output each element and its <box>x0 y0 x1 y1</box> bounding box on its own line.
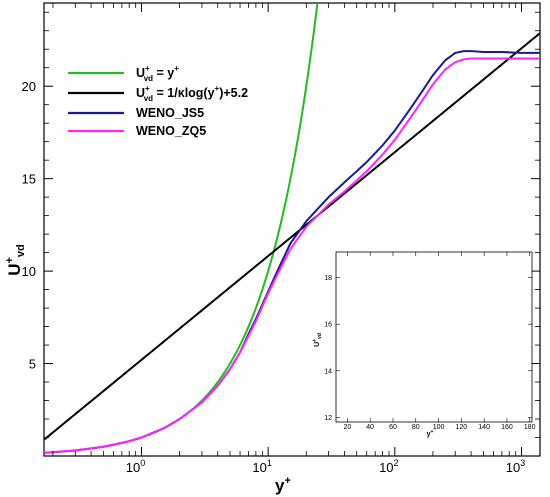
inset-x-tick-label: 100 <box>433 424 445 431</box>
x-tick-label: 100 <box>126 458 145 475</box>
inset-y-tick-label: 18 <box>324 275 332 282</box>
inset-y-tick-label: 12 <box>324 415 332 422</box>
axis-ticks <box>44 3 540 456</box>
inset-y-tick-label: 14 <box>324 368 332 375</box>
inset-chart: 20 40 60 80 100 120 140 160 180 12 14 16 18 y+ U+vd <box>312 251 536 438</box>
inset-y-tick-label: 16 <box>324 322 332 329</box>
inset-x-tick-label: 60 <box>389 424 397 431</box>
x-axis-title: y+ <box>275 475 291 495</box>
series-layer <box>44 3 540 454</box>
tick-labels: 100 101 102 103 5 10 15 20 <box>22 79 526 475</box>
series-line-2 <box>44 32 540 441</box>
legend-label-2: U+ vd = 1/κlog(y+)+5.2 <box>136 84 248 103</box>
legend-label-4: WENO_ZQ5 <box>136 124 206 138</box>
legend-label-1: U+ vd = y+ <box>136 64 179 83</box>
x-tick-label: 102 <box>379 458 398 475</box>
inset-tick-labels: 20 40 60 80 100 120 140 160 180 12 14 16 18 <box>324 275 535 431</box>
y-tick-label: 15 <box>22 172 36 187</box>
y-tick-label: 20 <box>22 79 36 94</box>
series-line-4 <box>44 57 540 454</box>
inset-x-tick-label: 40 <box>366 424 374 431</box>
legend-label-3: WENO_JS5 <box>136 106 204 120</box>
inset-x-tick-label: 20 <box>343 424 351 431</box>
inset-x-tick-label: 180 <box>524 424 536 431</box>
x-tick-label: 101 <box>252 458 271 475</box>
inset-axis-ticks <box>336 252 532 422</box>
x-tick-label: 103 <box>506 458 525 475</box>
inset-x-tick-label: 160 <box>501 424 513 431</box>
inset-x-tick-label: 120 <box>456 424 468 431</box>
y-tick-label: 10 <box>22 264 36 279</box>
inset-x-tick-label: 140 <box>478 424 490 431</box>
inset-x-tick-label: 80 <box>412 424 420 431</box>
inset-y-axis-title: U+vd <box>312 333 323 347</box>
inset-frame <box>335 251 533 423</box>
legend: U+ vd = y+ U+ vd = 1/κlog(y+)+5.2 WENO_JS5… <box>68 64 248 138</box>
y-tick-label: 5 <box>29 357 36 372</box>
inset-x-axis-title: y+ <box>427 429 434 438</box>
y-axis-title: U+vd <box>4 244 27 276</box>
